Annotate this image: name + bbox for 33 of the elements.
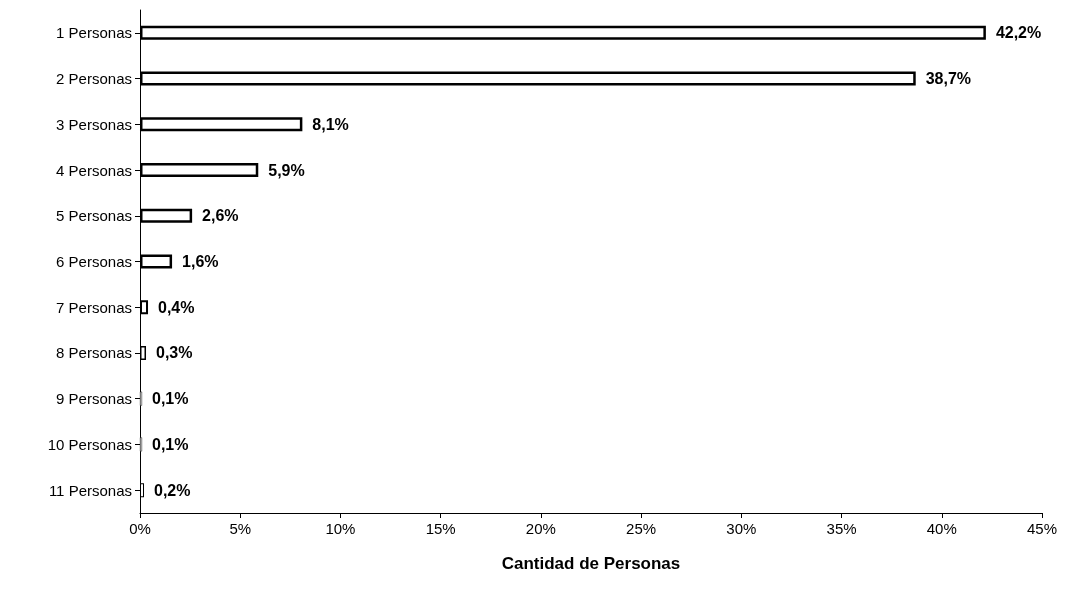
y-tick-label: 3 Personas — [56, 115, 132, 133]
x-tick-label: 5% — [229, 520, 252, 537]
data-label: 38,7% — [925, 70, 972, 88]
data-label: 0,3% — [156, 344, 193, 362]
y-tick-label: 11 Personas — [48, 481, 132, 499]
x-tick-label: 35% — [826, 520, 857, 537]
x-tick-label: 30% — [726, 520, 757, 537]
data-label: 0,1% — [152, 435, 189, 453]
x-tick-label: 25% — [626, 520, 657, 537]
y-tick-label: 4 Personas — [56, 161, 132, 179]
y-tick-label: 10 Personas — [47, 435, 132, 453]
data-label: 42,2% — [995, 24, 1042, 42]
data-label: 2,6% — [202, 207, 239, 225]
data-label: 0,4% — [158, 298, 195, 316]
data-label: 0,1% — [152, 390, 189, 408]
data-label: 8,1% — [312, 115, 349, 133]
y-tick-label: 9 Personas — [56, 390, 132, 408]
data-label: 1,6% — [182, 253, 219, 270]
y-tick-label: 8 Personas — [56, 344, 132, 362]
x-tick-label: 10% — [325, 520, 356, 537]
data-label: 0,2% — [154, 481, 191, 499]
x-axis-title: Cantidad de Personas — [501, 554, 681, 573]
y-tick-label: 2 Personas — [56, 70, 132, 88]
x-tick-label: 0% — [129, 520, 151, 537]
x-tick-label: 15% — [425, 520, 456, 537]
y-tick-label: 5 Personas — [56, 207, 132, 225]
y-tick-label: 6 Personas — [56, 253, 132, 270]
y-tick-label: 7 Personas — [56, 298, 132, 316]
x-tick-label: 20% — [525, 520, 556, 537]
data-label: 5,9% — [268, 161, 305, 179]
y-tick-label: 1 Personas — [56, 24, 132, 42]
x-tick-label: 45% — [1026, 520, 1058, 537]
x-tick-label: 40% — [926, 520, 957, 537]
